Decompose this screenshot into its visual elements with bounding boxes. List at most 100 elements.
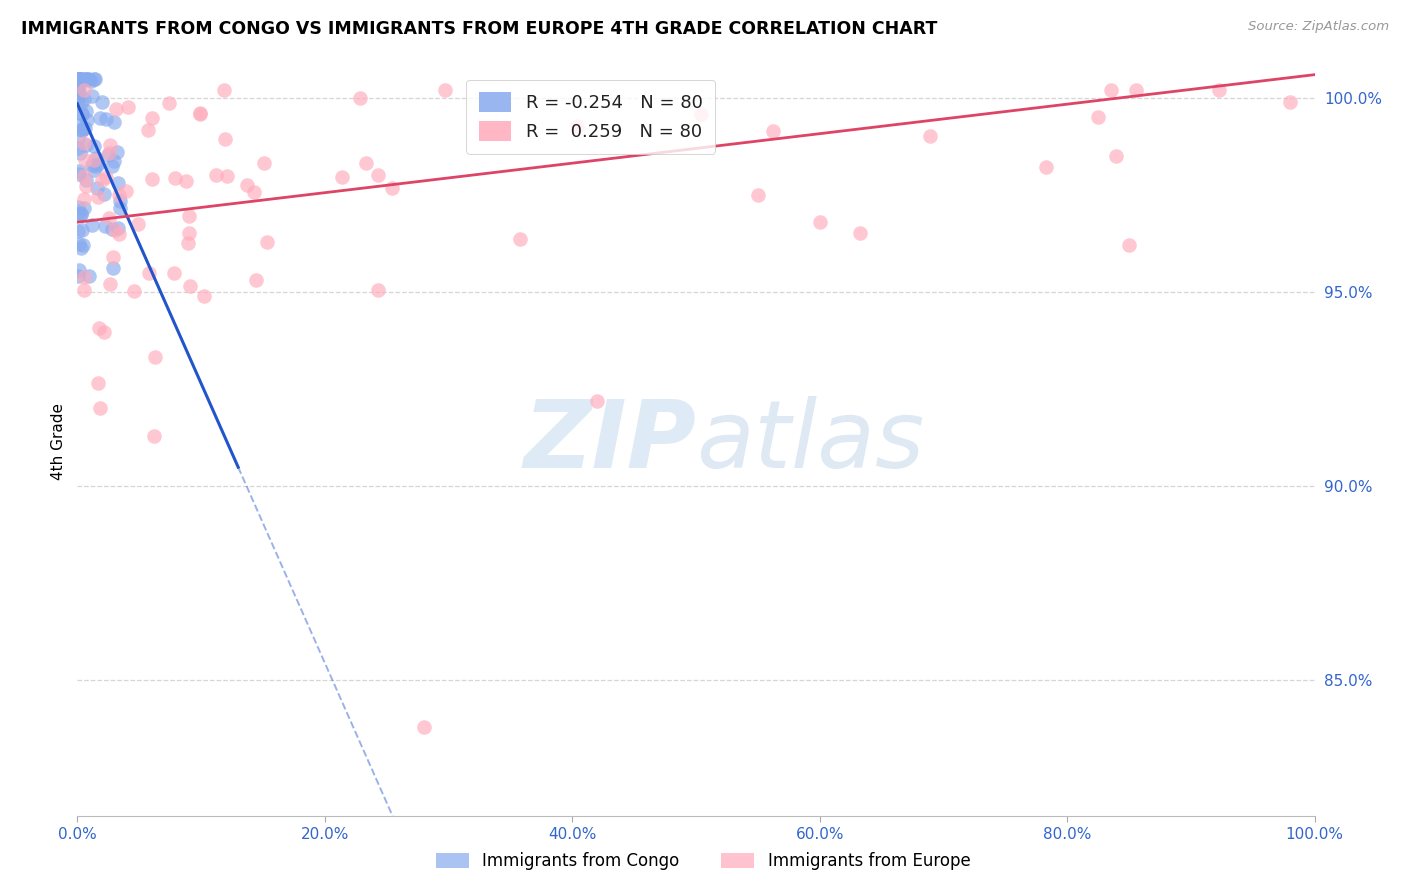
Point	[204, 168, 226, 182]
Point	[89, 401, 111, 416]
Point	[72, 136, 94, 151]
Point	[98, 146, 121, 161]
Point	[330, 169, 353, 184]
Point	[367, 283, 389, 297]
Point	[70, 71, 93, 86]
Point	[70, 97, 93, 112]
Point	[243, 185, 266, 199]
Point	[381, 180, 404, 194]
Point	[136, 122, 159, 136]
Point	[1125, 83, 1147, 97]
Point	[103, 153, 125, 168]
Point	[214, 132, 236, 146]
Point	[188, 106, 211, 120]
Point	[67, 200, 90, 214]
Point	[72, 192, 94, 206]
Text: Source: ZipAtlas.com: Source: ZipAtlas.com	[1249, 20, 1389, 33]
Point	[72, 120, 94, 135]
Point	[75, 138, 97, 153]
Point	[76, 112, 98, 127]
Point	[84, 159, 107, 173]
Point	[69, 145, 91, 160]
Point	[212, 83, 235, 97]
Point	[67, 131, 90, 145]
Point	[690, 107, 713, 121]
Point	[1035, 160, 1057, 174]
Point	[66, 207, 89, 221]
Point	[70, 107, 93, 121]
Point	[66, 90, 89, 104]
Point	[188, 107, 211, 121]
Point	[177, 236, 200, 251]
Point	[66, 82, 89, 96]
Point	[412, 720, 434, 734]
Point	[72, 83, 94, 97]
Point	[1105, 149, 1128, 163]
Point	[108, 194, 131, 208]
Point	[808, 215, 831, 229]
Point	[69, 71, 91, 86]
Point	[72, 71, 94, 86]
Point	[157, 96, 180, 111]
Point	[177, 226, 200, 240]
Point	[70, 207, 93, 221]
Text: IMMIGRANTS FROM CONGO VS IMMIGRANTS FROM EUROPE 4TH GRADE CORRELATION CHART: IMMIGRANTS FROM CONGO VS IMMIGRANTS FROM…	[21, 20, 938, 37]
Point	[67, 140, 90, 154]
Point	[1118, 238, 1140, 252]
Point	[66, 268, 89, 283]
Point	[117, 99, 139, 113]
Point	[82, 88, 104, 103]
Point	[87, 190, 110, 204]
Point	[67, 71, 90, 86]
Point	[80, 74, 103, 88]
Point	[174, 174, 197, 188]
Point	[83, 139, 105, 153]
Point	[245, 273, 267, 287]
Point	[256, 235, 278, 249]
Point	[193, 289, 215, 303]
Point	[70, 107, 93, 121]
Point	[115, 185, 138, 199]
Point	[91, 173, 114, 187]
Point	[101, 221, 124, 235]
Point	[72, 92, 94, 106]
Point	[122, 285, 145, 299]
Point	[93, 325, 115, 339]
Point	[236, 178, 259, 192]
Point	[103, 260, 125, 275]
Point	[77, 71, 100, 86]
Point	[143, 351, 166, 365]
Point	[77, 268, 100, 283]
Point	[509, 232, 531, 246]
Point	[83, 162, 105, 177]
Point	[91, 95, 114, 109]
Point	[586, 393, 609, 408]
Point	[179, 279, 201, 293]
Point	[69, 71, 91, 86]
Point	[75, 103, 97, 118]
Point	[69, 71, 91, 86]
Point	[72, 169, 94, 184]
Legend: R = -0.254   N = 80, R =  0.259   N = 80: R = -0.254 N = 80, R = 0.259 N = 80	[467, 79, 716, 153]
Point	[141, 171, 163, 186]
Point	[67, 94, 90, 108]
Point	[69, 241, 91, 255]
Point	[94, 112, 117, 126]
Point	[70, 222, 93, 236]
Point	[73, 71, 96, 86]
Point	[67, 86, 90, 100]
Point	[67, 167, 90, 181]
Point	[83, 153, 105, 168]
Point	[97, 211, 120, 226]
Point	[179, 210, 201, 224]
Point	[76, 71, 98, 86]
Point	[89, 111, 111, 125]
Point	[849, 226, 872, 240]
Point	[97, 148, 120, 162]
Point	[70, 207, 93, 221]
Point	[67, 163, 90, 178]
Point	[108, 187, 131, 202]
Point	[142, 429, 165, 443]
Point	[80, 158, 103, 172]
Point	[66, 72, 89, 87]
